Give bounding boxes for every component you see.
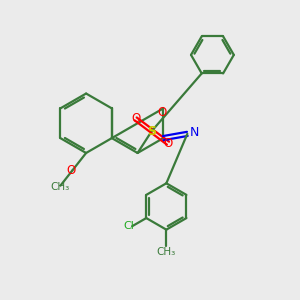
- Text: O: O: [131, 112, 140, 125]
- Text: O: O: [157, 106, 167, 119]
- Text: CH₃: CH₃: [157, 248, 176, 257]
- Text: O: O: [163, 136, 172, 150]
- Text: S: S: [147, 124, 156, 137]
- Text: N: N: [190, 126, 199, 139]
- Text: O: O: [66, 164, 76, 177]
- Text: CH₃: CH₃: [51, 182, 70, 192]
- Text: Cl: Cl: [124, 221, 135, 231]
